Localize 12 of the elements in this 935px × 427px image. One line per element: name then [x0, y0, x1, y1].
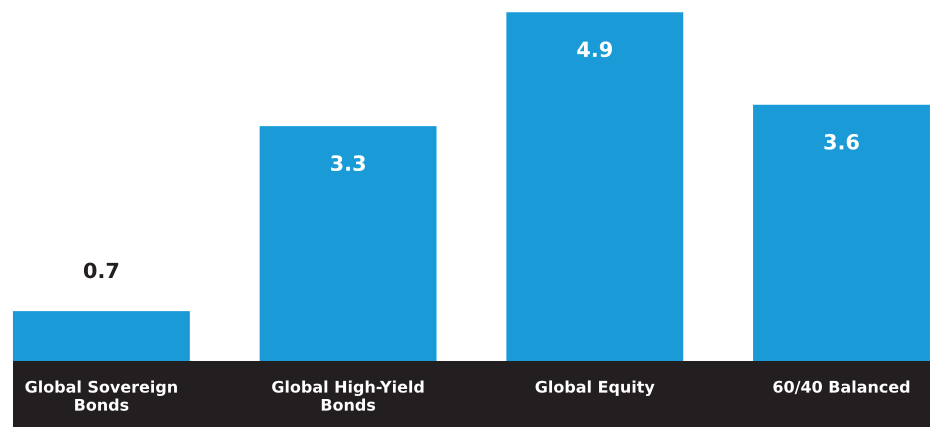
x-tick-label: Global High-Yield Bonds — [272, 380, 424, 411]
data-label: 3.3 — [331, 155, 365, 172]
data-label: 4.9 — [577, 41, 612, 58]
x-tick-label: 60/40 Balanced — [773, 380, 910, 394]
data-label: 0.7 — [84, 262, 118, 278]
bar — [260, 126, 437, 361]
bar — [506, 12, 684, 361]
bar — [753, 104, 930, 361]
x-tick-label: Global Sovereign Bonds — [25, 380, 177, 411]
bar — [12, 311, 190, 361]
x-tick-label: Global Equity — [536, 380, 655, 396]
data-label: 3.6 — [824, 134, 859, 150]
